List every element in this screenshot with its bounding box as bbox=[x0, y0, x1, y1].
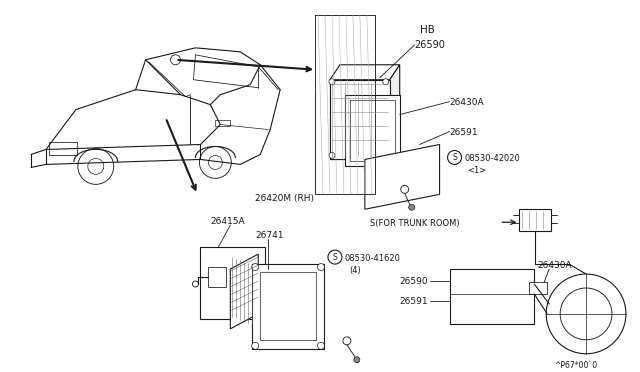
Circle shape bbox=[317, 342, 324, 349]
Bar bbox=[449, 269, 534, 324]
Circle shape bbox=[354, 357, 360, 363]
Text: <1>: <1> bbox=[467, 166, 487, 176]
Bar bbox=[209, 267, 227, 287]
Text: 26591: 26591 bbox=[399, 297, 428, 306]
Bar bbox=[216, 119, 230, 126]
Polygon shape bbox=[230, 254, 258, 329]
Text: 26430A: 26430A bbox=[537, 261, 572, 270]
Bar bbox=[260, 272, 316, 340]
Circle shape bbox=[209, 155, 222, 169]
Text: S: S bbox=[333, 253, 337, 262]
Bar bbox=[49, 141, 77, 155]
Circle shape bbox=[329, 153, 335, 158]
Text: (4): (4) bbox=[349, 266, 361, 275]
Bar bbox=[529, 282, 547, 294]
Text: 26415A: 26415A bbox=[211, 217, 245, 226]
Circle shape bbox=[447, 150, 461, 164]
Circle shape bbox=[252, 342, 259, 349]
Text: ^P67*00`0: ^P67*00`0 bbox=[554, 361, 597, 370]
Bar bbox=[350, 100, 395, 161]
Circle shape bbox=[343, 337, 351, 345]
Circle shape bbox=[252, 264, 259, 270]
Circle shape bbox=[329, 79, 335, 85]
Text: 08530-42020: 08530-42020 bbox=[465, 154, 520, 163]
Bar bbox=[519, 209, 551, 231]
Circle shape bbox=[546, 274, 626, 354]
Text: 26430A: 26430A bbox=[449, 98, 484, 107]
Text: 26420M (RH): 26420M (RH) bbox=[255, 194, 314, 203]
Bar bbox=[330, 80, 390, 160]
Text: 08530-41620: 08530-41620 bbox=[345, 254, 401, 263]
Circle shape bbox=[401, 185, 409, 193]
Circle shape bbox=[383, 153, 388, 158]
Circle shape bbox=[317, 264, 324, 270]
Text: S(FOR TRUNK ROOM): S(FOR TRUNK ROOM) bbox=[370, 219, 460, 228]
Circle shape bbox=[200, 147, 231, 179]
Bar bbox=[330, 80, 390, 160]
Bar bbox=[200, 247, 265, 319]
Text: 26591: 26591 bbox=[449, 128, 478, 137]
Circle shape bbox=[383, 79, 388, 85]
Circle shape bbox=[78, 148, 114, 185]
Text: 26590: 26590 bbox=[415, 40, 445, 50]
Polygon shape bbox=[365, 144, 440, 209]
Text: HB: HB bbox=[420, 25, 435, 35]
Circle shape bbox=[328, 250, 342, 264]
Bar bbox=[252, 264, 324, 349]
Text: S: S bbox=[452, 153, 457, 162]
Circle shape bbox=[88, 158, 104, 174]
Bar bbox=[345, 94, 400, 166]
Text: 26590: 26590 bbox=[399, 277, 428, 286]
Circle shape bbox=[409, 204, 415, 210]
Circle shape bbox=[193, 281, 198, 287]
Circle shape bbox=[170, 55, 180, 65]
Text: 26741: 26741 bbox=[255, 231, 284, 240]
Circle shape bbox=[560, 288, 612, 340]
Polygon shape bbox=[390, 65, 400, 160]
Polygon shape bbox=[330, 65, 400, 80]
